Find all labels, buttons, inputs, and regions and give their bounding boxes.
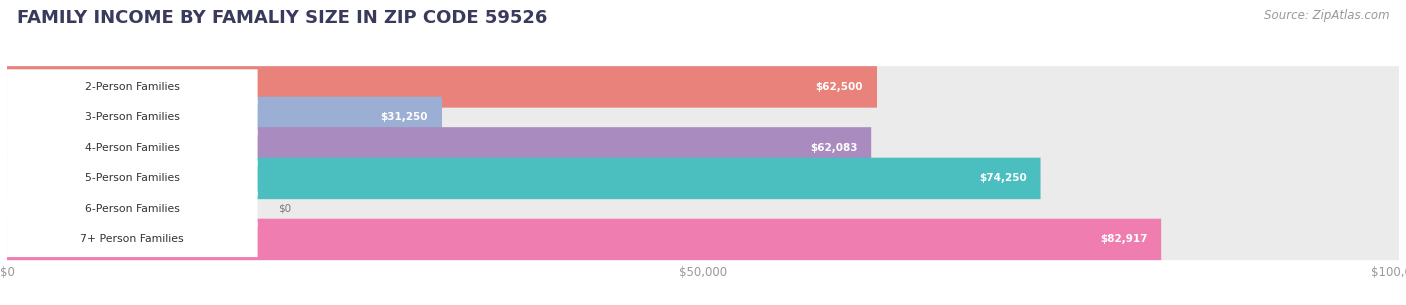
Text: 3-Person Families: 3-Person Families [84, 113, 180, 122]
FancyBboxPatch shape [7, 158, 1399, 199]
Text: 7+ Person Families: 7+ Person Families [80, 235, 184, 244]
Text: 4-Person Families: 4-Person Families [84, 143, 180, 153]
FancyBboxPatch shape [7, 127, 872, 169]
Text: $0: $0 [278, 204, 291, 214]
Text: $62,500: $62,500 [815, 82, 863, 92]
FancyBboxPatch shape [7, 219, 1399, 260]
Text: 5-Person Families: 5-Person Families [84, 174, 180, 183]
FancyBboxPatch shape [7, 97, 1399, 138]
Text: $31,250: $31,250 [381, 113, 427, 122]
FancyBboxPatch shape [7, 127, 1399, 169]
FancyBboxPatch shape [7, 97, 441, 138]
FancyBboxPatch shape [7, 191, 257, 227]
Text: 2-Person Families: 2-Person Families [84, 82, 180, 92]
FancyBboxPatch shape [7, 100, 257, 135]
Text: 6-Person Families: 6-Person Families [84, 204, 180, 214]
FancyBboxPatch shape [7, 66, 1399, 108]
FancyBboxPatch shape [7, 161, 257, 196]
Text: $74,250: $74,250 [979, 174, 1026, 183]
FancyBboxPatch shape [7, 188, 1399, 230]
FancyBboxPatch shape [7, 69, 257, 105]
FancyBboxPatch shape [7, 219, 1161, 260]
FancyBboxPatch shape [7, 66, 877, 108]
FancyBboxPatch shape [7, 222, 257, 257]
Text: $82,917: $82,917 [1099, 235, 1147, 244]
Text: FAMILY INCOME BY FAMALIY SIZE IN ZIP CODE 59526: FAMILY INCOME BY FAMALIY SIZE IN ZIP COD… [17, 9, 547, 27]
FancyBboxPatch shape [7, 130, 257, 166]
Text: $62,083: $62,083 [810, 143, 858, 153]
FancyBboxPatch shape [7, 158, 1040, 199]
Text: Source: ZipAtlas.com: Source: ZipAtlas.com [1264, 9, 1389, 22]
